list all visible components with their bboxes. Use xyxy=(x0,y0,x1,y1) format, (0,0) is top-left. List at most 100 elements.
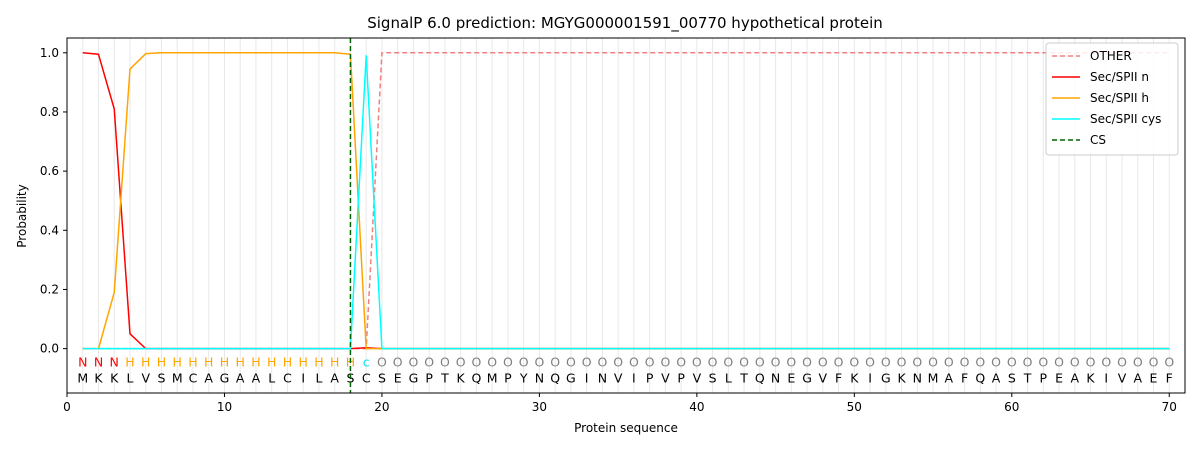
sequence-letter: P xyxy=(677,371,685,386)
sequence-letter: E xyxy=(787,371,795,386)
region-label: H xyxy=(283,354,292,369)
region-label: O xyxy=(424,354,434,369)
sequence-letter: V xyxy=(661,371,670,386)
region-label: O xyxy=(503,354,513,369)
sequence-letter: V xyxy=(141,371,150,386)
sequence-letter: P xyxy=(1040,371,1048,386)
region-label: H xyxy=(141,354,150,369)
y-tick-label: 0.8 xyxy=(40,105,59,119)
region-label: O xyxy=(723,354,733,369)
sequence-letter: F xyxy=(1166,371,1173,386)
legend-label: CS xyxy=(1090,133,1106,147)
sequence-letter: Y xyxy=(519,371,528,386)
y-tick-label: 0.2 xyxy=(40,282,59,296)
region-label: H xyxy=(267,354,276,369)
region-label: O xyxy=(912,354,922,369)
sequence-letter: A xyxy=(252,371,261,386)
region-label: O xyxy=(440,354,450,369)
residue-label-layer: NMNKNKHLHVHSHMHCHAHGHAHAHLHCHIHLHAHScCOS… xyxy=(77,354,1174,385)
region-label: O xyxy=(1133,354,1143,369)
sequence-letter: G xyxy=(881,371,891,386)
sequence-letter: M xyxy=(172,371,183,386)
sequence-letter: G xyxy=(220,371,230,386)
y-tick-label: 0.0 xyxy=(40,342,59,356)
region-label: O xyxy=(534,354,544,369)
region-label: O xyxy=(566,354,576,369)
sequence-letter: G xyxy=(409,371,419,386)
region-label: O xyxy=(1070,354,1080,369)
region-label: O xyxy=(944,354,954,369)
sequence-letter: K xyxy=(110,371,119,386)
y-tick-label: 1.0 xyxy=(40,46,59,60)
region-label: O xyxy=(1086,354,1096,369)
sequence-letter: S xyxy=(1008,371,1016,386)
x-axis-label: Protein sequence xyxy=(574,421,678,435)
sequence-letter: T xyxy=(1023,371,1032,386)
region-label: H xyxy=(125,354,134,369)
region-label: O xyxy=(928,354,938,369)
sequence-letter: V xyxy=(614,371,623,386)
sequence-letter: Q xyxy=(755,371,765,386)
sequence-letter: P xyxy=(646,371,654,386)
region-label: O xyxy=(487,354,497,369)
sequence-letter: V xyxy=(693,371,702,386)
chart-title: SignalP 6.0 prediction: MGYG000001591_00… xyxy=(367,14,883,33)
region-label: O xyxy=(708,354,718,369)
sequence-letter: E xyxy=(394,371,402,386)
region-label: O xyxy=(409,354,419,369)
region-label: H xyxy=(204,354,213,369)
series-line-other xyxy=(82,52,1170,350)
region-label: N xyxy=(94,354,103,369)
sequence-letter: I xyxy=(868,371,872,386)
region-label: O xyxy=(393,354,403,369)
region-label: O xyxy=(818,354,828,369)
region-label: O xyxy=(960,354,970,369)
sequence-letter: C xyxy=(362,371,371,386)
region-label: O xyxy=(645,354,655,369)
region-label: O xyxy=(1023,354,1033,369)
sequence-letter: S xyxy=(378,371,386,386)
region-label: O xyxy=(755,354,765,369)
sequence-letter: N xyxy=(771,371,780,386)
region-label: O xyxy=(597,354,607,369)
sequence-letter: A xyxy=(330,371,339,386)
region-label: O xyxy=(613,354,623,369)
region-label: H xyxy=(314,354,323,369)
sequence-letter: T xyxy=(739,371,748,386)
region-label: O xyxy=(676,354,686,369)
region-label: H xyxy=(157,354,166,369)
sequence-letter: A xyxy=(992,371,1001,386)
region-label: O xyxy=(849,354,859,369)
sequence-letter: L xyxy=(315,371,322,386)
region-label: O xyxy=(550,354,560,369)
sequence-letter: T xyxy=(440,371,449,386)
y-tick-label: 0.4 xyxy=(40,223,59,237)
region-label: O xyxy=(834,354,844,369)
region-label: O xyxy=(1149,354,1159,369)
sequence-letter: A xyxy=(236,371,245,386)
y-axis-label: Probability xyxy=(15,184,29,247)
sequence-letter: F xyxy=(961,371,968,386)
sequence-letter: K xyxy=(850,371,859,386)
sequence-letter: M xyxy=(487,371,498,386)
sequence-letter: G xyxy=(802,371,812,386)
region-label: O xyxy=(771,354,781,369)
sequence-letter: A xyxy=(945,371,954,386)
region-label: O xyxy=(991,354,1001,369)
region-label: H xyxy=(220,354,229,369)
sequence-letter: I xyxy=(301,371,305,386)
region-label: O xyxy=(1164,354,1174,369)
sequence-letter: K xyxy=(94,371,103,386)
region-label: H xyxy=(236,354,245,369)
sequence-letter: I xyxy=(585,371,589,386)
x-tick-label: 70 xyxy=(1162,400,1177,414)
region-label: H xyxy=(330,354,339,369)
sequence-letter: K xyxy=(457,371,466,386)
plot-frame xyxy=(66,37,1186,394)
x-tick-label: 40 xyxy=(689,400,704,414)
region-label: O xyxy=(1038,354,1048,369)
legend-label: OTHER xyxy=(1090,49,1132,63)
region-label: O xyxy=(629,354,639,369)
